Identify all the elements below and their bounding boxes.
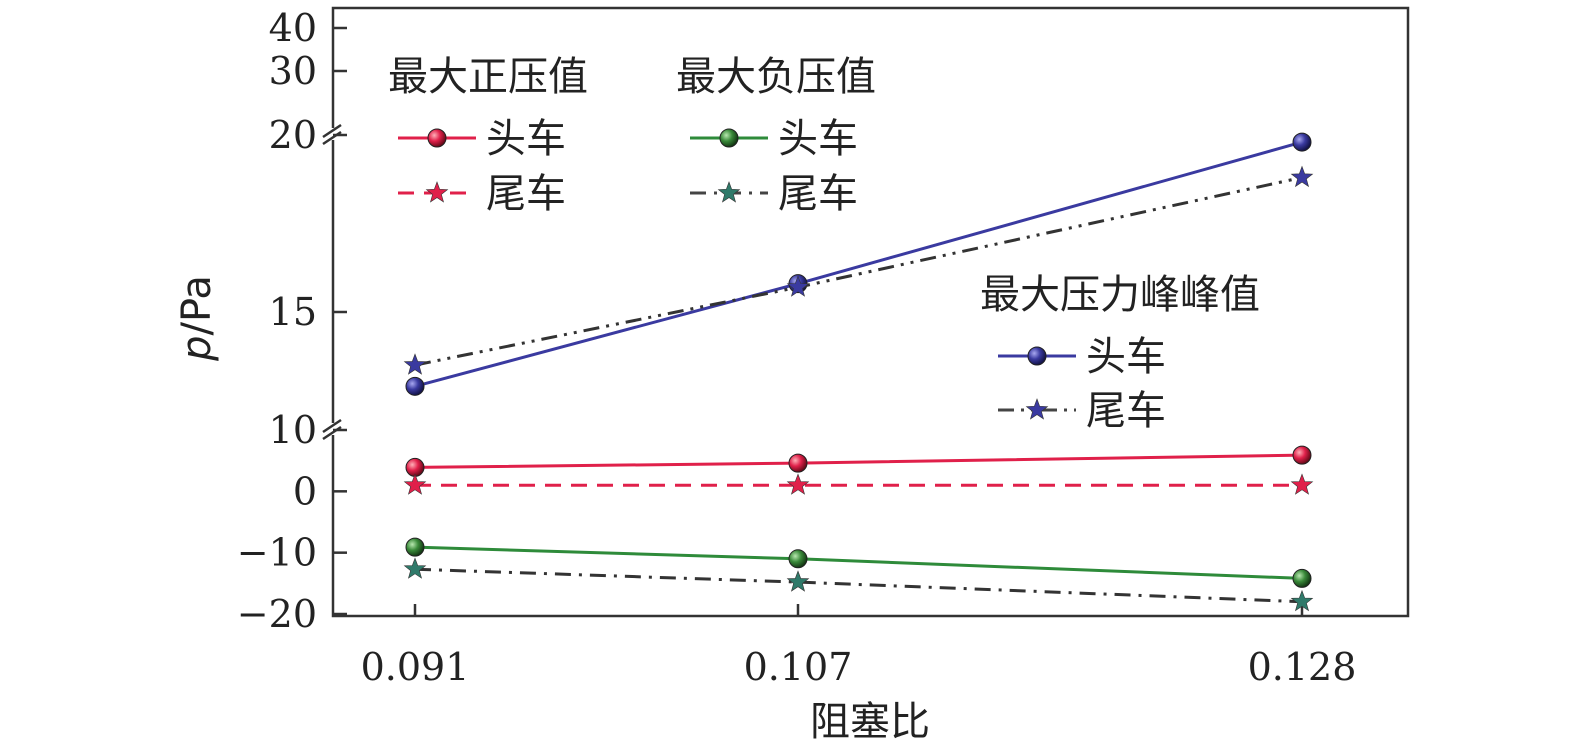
y-axis-label-unit: /Pa [174,275,220,335]
data-point [405,376,425,396]
data-point [1290,589,1314,612]
legend-marker [717,181,741,203]
y-axis-label: p/Pa [174,275,220,362]
data-point [403,557,427,579]
legend-item-label: 头车 [1086,334,1166,380]
legend-marker [1027,346,1047,366]
data-point [788,453,808,473]
series-path [414,545,1303,580]
legend-item-label: 头车 [486,116,566,162]
legend-marker [1025,398,1049,420]
x-tick-label: 0.107 [744,645,853,689]
data-point [1292,445,1312,465]
series-line [405,445,1312,477]
legend-item-label: 头车 [778,116,858,162]
legend-item-label: 尾车 [486,171,566,217]
legend-marker [425,181,449,203]
data-point [403,353,427,375]
y-tick-label: −20 [237,592,317,636]
data-point [403,473,427,495]
data-point [786,275,810,297]
data-point [1292,568,1312,588]
data-point [1290,165,1314,188]
legend-group-title: 最大压力峰峰值 [980,272,1260,318]
y-tick-label: 15 [269,290,317,334]
y-tick-label: −10 [237,531,317,575]
y-tick-label: 40 [269,6,317,50]
y-tick-label: 20 [269,113,317,157]
series-line [403,557,1314,612]
data-point [788,549,808,569]
data-point [1290,473,1314,495]
data-point [405,537,425,557]
legend-marker [719,128,739,148]
series-line [403,165,1314,375]
legend-item-label: 尾车 [1086,388,1166,434]
data-point [786,473,810,495]
data-point [1292,132,1312,152]
series-path [414,453,1303,469]
x-tick-label: 0.128 [1248,645,1357,689]
series-line [405,537,1312,588]
legend-group-title: 最大正压值 [388,54,588,100]
legend-marker [427,128,447,148]
y-tick-label: 30 [269,49,317,93]
data-point [786,570,810,592]
y-axis-label-symbol: p [174,335,220,361]
series-layer [403,132,1314,612]
y-tick-label: 0 [293,469,317,513]
series-line [403,473,1314,495]
svg-text:p/Pa: p/Pa [174,275,220,362]
y-tick-label: 10 [269,408,317,452]
x-axis-label: 阻塞比 [810,699,930,745]
legend-item-label: 尾车 [778,171,858,217]
x-tick-label: 0.091 [361,645,470,689]
legend-group-title: 最大负压值 [676,54,876,100]
